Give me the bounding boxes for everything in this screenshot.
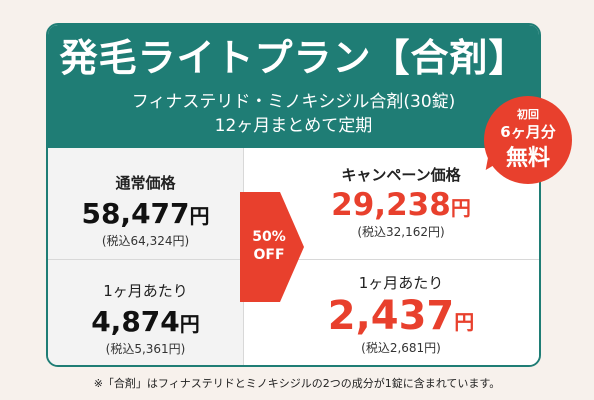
regular-price-yen: 円 [189, 204, 210, 228]
plan-header: 発毛ライトプラン【合剤】 フィナステリド・ミノキシジル合剤(30錠) 12ヶ月ま… [48, 25, 539, 148]
campaign-monthly-price: 2,437円 [243, 293, 539, 339]
discount-off: OFF [253, 247, 285, 263]
regular-price-tax: (税込64,324円) [101, 234, 190, 248]
regular-monthly-label: 1ヶ月あたり [103, 282, 188, 300]
regular-price-value: 58,477 [81, 197, 190, 230]
regular-monthly-panel: 1ヶ月あたり 4,874円 (税込5,361円) [48, 260, 243, 365]
regular-price-label: 通常価格 [115, 174, 176, 192]
regular-monthly-tax: (税込5,361円) [105, 342, 186, 356]
plan-term: 12ヶ月まとめて定期 [214, 116, 373, 136]
campaign-monthly-panel: 1ヶ月あたり 2,437円 (税込2,681円) [243, 260, 539, 365]
campaign-price-value: 29,238 [331, 187, 451, 223]
discount-percent: 50% [252, 229, 286, 245]
free-months-badge: 初回 6ヶ月分 無料 [484, 96, 572, 184]
plan-title: 発毛ライトプラン【合剤】 [59, 36, 528, 80]
campaign-monthly-yen: 円 [454, 310, 475, 334]
badge-free: 無料 [505, 146, 550, 171]
regular-price-panel: 通常価格 58,477円 (税込64,324円) [48, 148, 243, 259]
campaign-price-label: キャンペーン価格 [341, 166, 461, 184]
regular-monthly-value: 4,874 [91, 305, 180, 338]
regular-monthly-price: 4,874円 [48, 305, 243, 338]
campaign-monthly-tax: (税込2,681円) [361, 341, 441, 355]
campaign-price-tax: (税込32,162円) [357, 225, 445, 239]
campaign-monthly-value: 2,437 [327, 293, 455, 339]
discount-arrow [240, 192, 304, 302]
pricing-card: 発毛ライトプラン【合剤】 フィナステリド・ミノキシジル合剤(30錠) 12ヶ月ま… [46, 23, 541, 367]
plan-subtitle: フィナステリド・ミノキシジル合剤(30錠) [131, 92, 456, 112]
regular-price: 58,477円 [48, 197, 243, 230]
badge-months: 6ヶ月分 [500, 123, 556, 141]
discount-label: 50% OFF [244, 228, 294, 264]
badge-first-time: 初回 [517, 108, 539, 121]
regular-monthly-yen: 円 [179, 312, 200, 336]
campaign-price-yen: 円 [450, 196, 471, 220]
campaign-monthly-label: 1ヶ月あたり [358, 274, 444, 292]
footnote: ※「合剤」はフィナステリドとミノキシジルの2つの成分が1錠に含まれています。 [93, 377, 501, 390]
campaign-price: 29,238円 [243, 187, 539, 223]
